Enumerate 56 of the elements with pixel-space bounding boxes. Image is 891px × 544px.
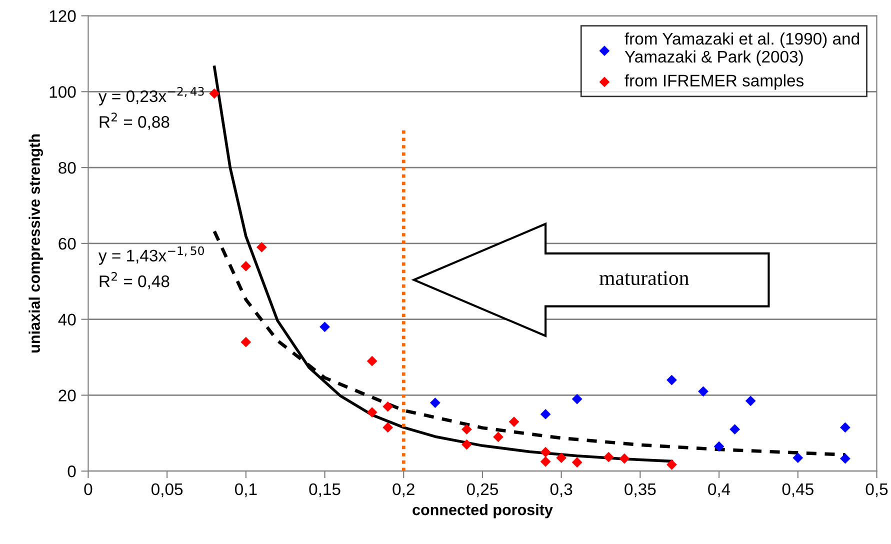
point [320, 322, 330, 332]
legend-label: from Yamazaki et al. (1990) and Yamazaki & Park (2003) [624, 32, 860, 66]
point [540, 446, 551, 458]
text: y = 0,23x$^{−2,43}$ R$^{2}$ = 0,88 [98, 86, 204, 130]
point [430, 398, 440, 408]
y-tick-label: 60 [58, 238, 76, 250]
point [209, 88, 220, 99]
text: y = 1,43x$^{−1,50}$ R$^{2}$ = 0,48 [98, 246, 204, 290]
point [556, 452, 567, 464]
y-tick-label: 120 [50, 10, 76, 22]
point [572, 394, 582, 404]
x-tick-label: 0,4 [708, 483, 730, 498]
x-tick-label: 0,3 [550, 483, 572, 498]
x-tick-label: 0,25 [466, 483, 498, 498]
point [256, 242, 267, 252]
x-tick-label: 0,45 [782, 483, 814, 498]
point [840, 422, 850, 433]
y-tick-label: 20 [58, 390, 76, 402]
x-tick-label: 0,1 [234, 483, 257, 498]
annotation: maturation [599, 271, 689, 286]
x-tick-label: 0,15 [309, 483, 340, 498]
point [493, 432, 504, 442]
point [745, 396, 756, 406]
legend-label: from IFREMER samples [624, 74, 804, 90]
point [508, 416, 520, 427]
point [714, 441, 724, 452]
x-tick-label: 0 [84, 483, 92, 496]
point [666, 459, 677, 470]
y-tick-label: 80 [58, 162, 76, 174]
point [572, 457, 582, 468]
point [366, 407, 378, 418]
x-axis-title: connected porosity [412, 504, 553, 518]
point [666, 374, 677, 386]
point [382, 401, 394, 412]
point [540, 408, 551, 420]
y-tick-label: 0 [68, 466, 76, 478]
y-axis-title: uniaxial compressive strength [28, 134, 44, 352]
point [240, 336, 252, 348]
point [619, 453, 630, 464]
x-tick-label: 0,05 [151, 483, 183, 498]
point [382, 422, 394, 433]
point [603, 452, 614, 462]
point [462, 424, 472, 435]
point [840, 453, 850, 464]
point [730, 424, 740, 435]
point [698, 386, 708, 397]
point [540, 456, 551, 467]
point [366, 356, 378, 366]
x-tick-label: 0,2 [392, 483, 414, 498]
y-tick-label: 40 [58, 314, 76, 326]
point [792, 452, 804, 464]
x-tick-label: 0,35 [624, 483, 656, 498]
point [240, 261, 252, 272]
x-tick-label: 0,5 [866, 483, 888, 498]
y-tick-label: 100 [50, 86, 76, 98]
point [462, 439, 472, 450]
